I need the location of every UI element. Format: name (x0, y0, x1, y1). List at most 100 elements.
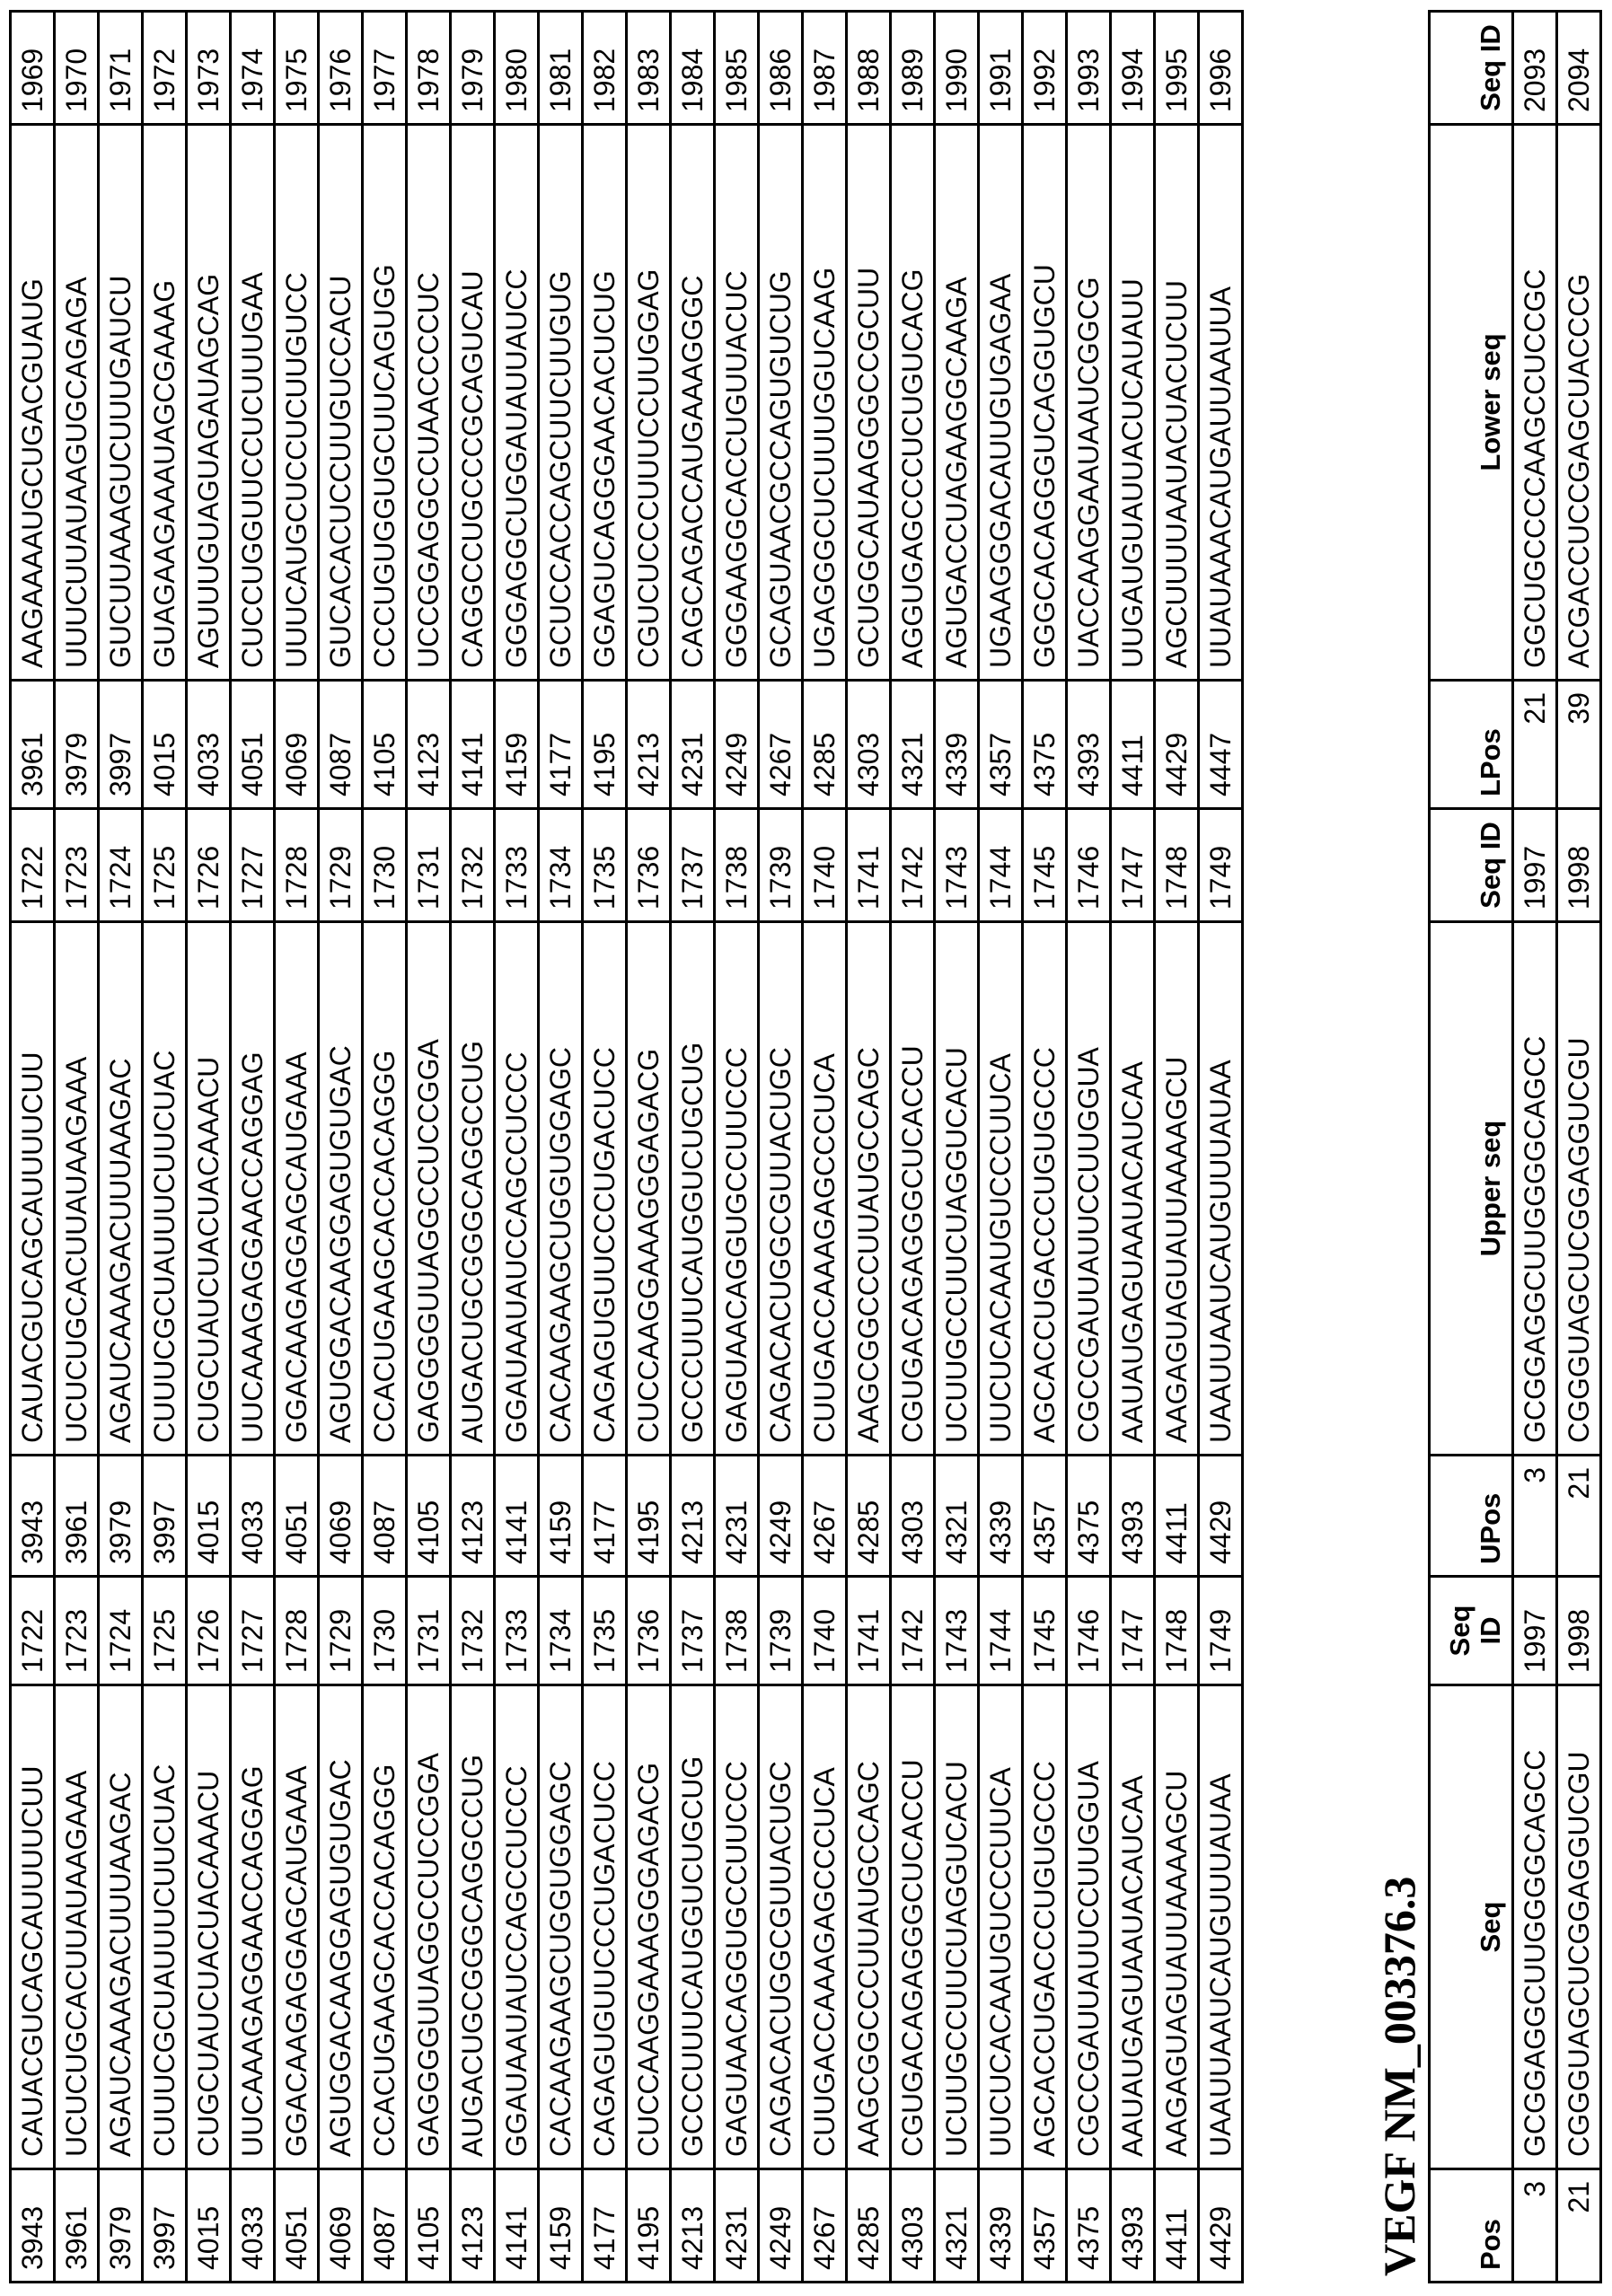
table-row: 4393AAUAUGAGUAAUACAUCAA17474393AAUAUGAGU… (1111, 12, 1155, 2283)
upper-seq-cell: CGCCGAUUAUUCCUUGGUA (1067, 922, 1111, 1456)
seq-id-cell: 1728 (275, 1577, 319, 1685)
lower-seq-cell: GGCUGCCCCAAGCCUCCGC (1513, 125, 1557, 681)
lower-seq-id-cell: 2094 (1557, 12, 1601, 125)
lower-seq-id-cell: 1989 (891, 12, 935, 125)
lower-seq-cell: CAGCAGACCAUGAAAGGGC (671, 125, 715, 681)
table-row: 4069AGUGGACAAGGAGUGUGAC17294069AGUGGACAA… (319, 12, 363, 2283)
upper-seq-id-cell: 1736 (627, 809, 671, 922)
upper-seq-id-cell: 1722 (11, 809, 55, 922)
lpos-cell: 4159 (495, 681, 539, 809)
table-row: 3961UCUCUGCACUUAUAAGAAA17233961UCUCUGCAC… (55, 12, 99, 2283)
upos-cell: 4105 (407, 1456, 451, 1577)
seq-id-cell: 1724 (99, 1577, 143, 1685)
seq-id-cell: 1742 (891, 1577, 935, 1685)
seq-id-cell: 1735 (583, 1577, 627, 1685)
seq-cell: AAGAGUAGUAUUAAAAGCU (1155, 1685, 1199, 2169)
lower-seq-id-cell: 1978 (407, 12, 451, 125)
upper-seq-cell: AGUGGACAAGGAGUGUGAC (319, 922, 363, 1456)
lower-seq-id-cell: 1974 (231, 12, 275, 125)
table-row: 4213GCCCUUUCAUGGUCUGCUG17374213GCCCUUUCA… (671, 12, 715, 2283)
upper-seq-id-cell: 1731 (407, 809, 451, 922)
seq-id-cell: 1725 (143, 1577, 187, 1685)
lpos-cell: 3997 (99, 681, 143, 809)
upper-seq-id-cell: 1733 (495, 809, 539, 922)
upper-seq-cell: AGAUCAAAGACUUUAAGAC (99, 922, 143, 1456)
seq-id-cell: 1737 (671, 1577, 715, 1685)
seq-cell: GCCCUUUCAUGGUCUGCUG (671, 1685, 715, 2169)
upos-cell: 4177 (583, 1456, 627, 1577)
upper-seq-cell: UCUUGCCUUCUAGGUCACU (935, 922, 979, 1456)
seq-cell: AAUAUGAGUAAUACAUCAA (1111, 1685, 1155, 2169)
upos-cell: 4015 (187, 1456, 231, 1577)
upper-seq-id-cell: 1723 (55, 809, 99, 922)
upos-cell: 4159 (539, 1456, 583, 1577)
lpos-cell: 4303 (847, 681, 891, 809)
upper-seq-cell: GCCCUUUCAUGGUCUGCUG (671, 922, 715, 1456)
upper-seq-id-cell: 1747 (1111, 809, 1155, 922)
pos-cell: 3961 (55, 2169, 99, 2283)
seq-id-cell: 1739 (759, 1577, 803, 1685)
seq-cell: AGCACCUGACCCUGUGCCC (1023, 1685, 1067, 2169)
seq-id-cell: 1734 (539, 1577, 583, 1685)
pos-cell: 4213 (671, 2169, 715, 2283)
seq-cell: AGAUCAAAGACUUUAAGAC (99, 1685, 143, 2169)
lpos-cell: 4177 (539, 681, 583, 809)
table-row: 4177CAGAGUGUUCCCUGACUCC17354177CAGAGUGUU… (583, 12, 627, 2283)
upper-seq-id-cell: 1726 (187, 809, 231, 922)
upper-seq-cell: AGCACCUGACCCUGUGCCC (1023, 922, 1067, 1456)
upos-cell: 3 (1513, 1456, 1557, 1577)
upper-seq-cell: UUCAAAGAGGAACCAGGAG (231, 922, 275, 1456)
upper-seq-cell: CUGCUAUCUACUACAAACU (187, 922, 231, 1456)
upos-cell: 4303 (891, 1456, 935, 1577)
table-row: 4051GGACAAGAGGAGCAUGAAA17284051GGACAAGAG… (275, 12, 319, 2283)
lpos-cell: 4393 (1067, 681, 1111, 809)
pos-cell: 3997 (143, 2169, 187, 2283)
lower-seq-id-header: Seq ID (1430, 12, 1513, 125)
pos-cell: 4285 (847, 2169, 891, 2283)
seq-cell: CAGACACUGGCGUUACUGC (759, 1685, 803, 2169)
lpos-cell: 21 (1513, 681, 1557, 809)
table-row: 4429UAAUUAAUCAUGUUUAUAA17494429UAAUUAAUC… (1199, 12, 1243, 2283)
seq-cell: CAGAGUGUUCCCUGACUCC (583, 1685, 627, 2169)
lower-seq-cell: UUUCUUAUAAGUGCAGAGA (55, 125, 99, 681)
upper-seq-cell: CUUUCGCUAUUUCUUCUAC (143, 922, 187, 1456)
table-row: 4231GAGUAACAGGUGCCUUCCC17384231GAGUAACAG… (715, 12, 759, 2283)
lower-seq-id-cell: 1994 (1111, 12, 1155, 125)
upper-seq-cell: UUCUCACAAUGUCCCUUCA (979, 922, 1023, 1456)
lpos-cell: 39 (1557, 681, 1601, 809)
seq-id-cell: 1745 (1023, 1577, 1067, 1685)
seq-id-cell: 1736 (627, 1577, 671, 1685)
upos-cell: 3997 (143, 1456, 187, 1577)
lpos-cell: 4123 (407, 681, 451, 809)
lpos-cell: 4015 (143, 681, 187, 809)
table-row: 4267CUUGACCAAAGAGCCCUCA17404267CUUGACCAA… (803, 12, 847, 2283)
seq-id-cell: 1749 (1199, 1577, 1243, 1685)
seq-id-cell: 1733 (495, 1577, 539, 1685)
lpos-cell: 4357 (979, 681, 1023, 809)
seq-cell: CUGCUAUCUACUACAAACU (187, 1685, 231, 2169)
seq-cell: AUGACUGCGGGCAGGCCUG (451, 1685, 495, 2169)
pos-header: Pos (1430, 2169, 1513, 2283)
lower-seq-id-cell: 1995 (1155, 12, 1199, 125)
seq-header: Seq (1430, 1685, 1513, 2169)
upos-cell: 4429 (1199, 1456, 1243, 1577)
seq-cell: UUCAAAGAGGAACCAGGAG (231, 1685, 275, 2169)
upper-seq-cell: CCACUGAAGCACCACAGGG (363, 922, 407, 1456)
seq-cell: CGUGACAGAGGGCUCACCU (891, 1685, 935, 2169)
lower-seq-id-cell: 1993 (1067, 12, 1111, 125)
lower-seq-cell: CCCUGUGGUGCUUCAGUGG (363, 125, 407, 681)
pos-cell: 4105 (407, 2169, 451, 2283)
lower-seq-cell: UUAUAAACAUGAUUAAUUA (1199, 125, 1243, 681)
upper-seq-id-cell: 1737 (671, 809, 715, 922)
lpos-cell: 4195 (583, 681, 627, 809)
lower-seq-id-cell: 1983 (627, 12, 671, 125)
lower-seq-cell: UCCGGAGGCCUAACCCCUC (407, 125, 451, 681)
seq-cell: GGAUAAUAUCCAGCCUCCC (495, 1685, 539, 2169)
upper-seq-id-cell: 1725 (143, 809, 187, 922)
lower-seq-id-cell: 1991 (979, 12, 1023, 125)
seq-cell: GAGUAACAGGUGCCUUCCC (715, 1685, 759, 2169)
lpos-cell: 4447 (1199, 681, 1243, 809)
header-row: PosSeqSeq IDUPosUpper seqSeq IDLPosLower… (1430, 12, 1513, 2283)
table-row: 3GCGGAGGCUUGGGGCAGCC19973GCGGAGGCUUGGGGC… (1513, 12, 1557, 2283)
upper-seq-id-cell: 1738 (715, 809, 759, 922)
